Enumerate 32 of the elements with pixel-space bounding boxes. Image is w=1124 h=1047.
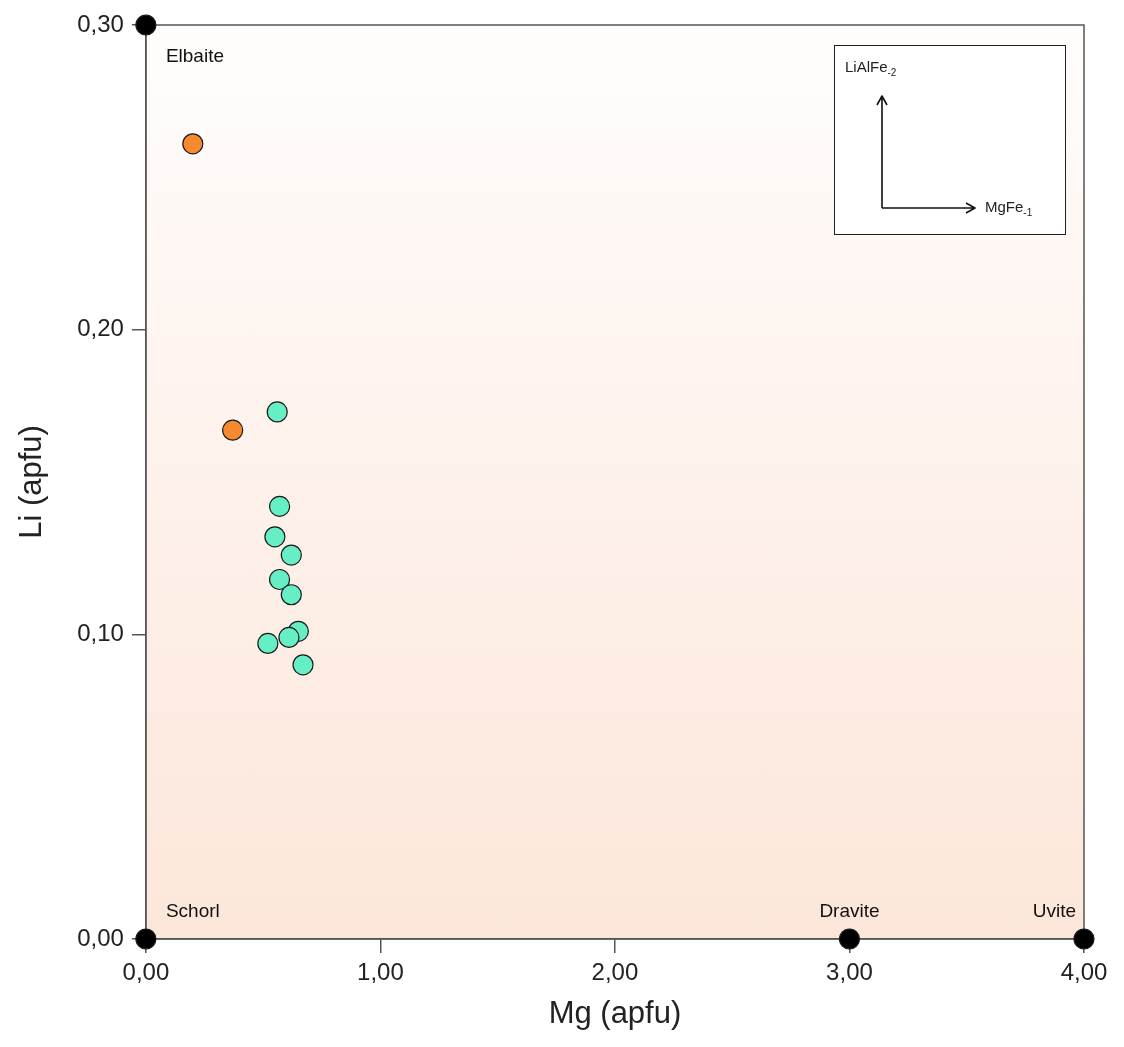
annotation: MgFe$_{-1}$	[985, 198, 1033, 218]
point	[182, 133, 204, 155]
x-tick-label: 2,00	[591, 958, 639, 986]
point	[135, 928, 157, 950]
point	[257, 632, 279, 655]
annotation: LiAlFe$_{-2}$	[845, 58, 897, 78]
point	[278, 626, 300, 648]
annotation: Schorl	[165, 899, 220, 921]
point	[266, 401, 288, 423]
point	[280, 584, 302, 606]
point	[292, 654, 314, 676]
point	[838, 928, 861, 950]
annotation: Elbaite	[165, 44, 225, 66]
point	[135, 14, 157, 36]
x-tick-label: 4,00	[1060, 958, 1108, 986]
point	[1073, 928, 1095, 950]
point	[264, 526, 286, 548]
x-tick-label: 3,00	[826, 958, 873, 986]
annotation: Dravite	[819, 899, 880, 921]
y-tick-label: 0,10	[77, 618, 124, 646]
y-axis-title: Li (apfu)	[13, 425, 49, 539]
annotation: Uvite	[1032, 899, 1076, 921]
y-tick-label: 0,20	[77, 314, 124, 342]
point	[268, 495, 291, 517]
x-tick-label: 0,00	[122, 958, 170, 986]
point	[222, 419, 244, 441]
y-tick-label: 0,30	[77, 9, 124, 37]
x-axis-title: Mg (apfu)	[548, 994, 682, 1030]
x-tick-label: 1,00	[357, 958, 404, 986]
y-tick-label: 0,00	[77, 923, 124, 951]
point	[280, 544, 302, 566]
point	[268, 568, 291, 591]
